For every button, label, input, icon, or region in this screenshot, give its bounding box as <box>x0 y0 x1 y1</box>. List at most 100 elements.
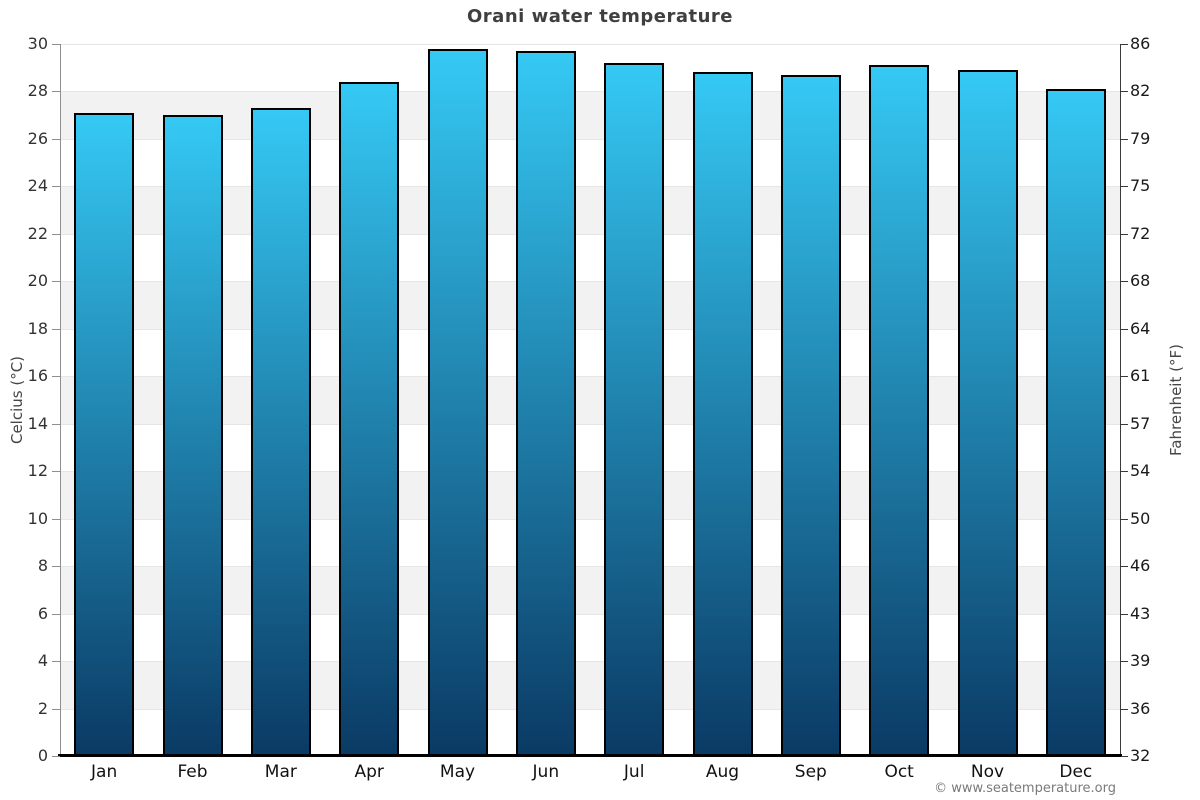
celsius-tick-label: 2 <box>37 698 48 718</box>
fahrenheit-tick-mark <box>1121 613 1128 615</box>
celsius-tick-label: 18 <box>27 318 48 338</box>
fahrenheit-tick-label: 79 <box>1130 128 1151 148</box>
celsius-tick-label: 12 <box>27 461 48 481</box>
month-label-apr: Apr <box>354 762 384 782</box>
celsius-axis-title: Celcius (°C) <box>8 355 26 445</box>
fahrenheit-tick-mark <box>1121 91 1128 93</box>
plot-band <box>60 566 1120 614</box>
fahrenheit-tick-mark <box>1121 661 1128 663</box>
celsius-tick-label: 8 <box>37 556 48 576</box>
celsius-tick-label: 4 <box>37 651 48 671</box>
bar-may <box>427 48 488 756</box>
gridline <box>60 376 1120 378</box>
month-label-dec: Dec <box>1059 762 1093 782</box>
plot-band <box>60 91 1120 139</box>
gridline <box>60 471 1120 473</box>
celsius-tick-mark <box>52 91 60 93</box>
gridline <box>60 613 1120 615</box>
celsius-tick-mark <box>52 138 60 140</box>
celsius-tick-mark <box>52 44 60 45</box>
celsius-tick-mark <box>52 423 60 425</box>
celsius-tick-mark <box>52 233 60 235</box>
bar-mar <box>250 108 311 756</box>
copyright-notice: © www.seatemperature.org <box>934 781 1116 796</box>
fahrenheit-tick-label: 36 <box>1130 698 1151 718</box>
plot-band <box>60 376 1120 424</box>
plot-band <box>60 471 1120 519</box>
celsius-tick-label: 0 <box>37 746 48 765</box>
fahrenheit-tick-mark <box>1121 708 1128 710</box>
plot-band <box>60 186 1120 234</box>
fahrenheit-tick-label: 75 <box>1130 176 1151 196</box>
gridline <box>60 44 1120 45</box>
fahrenheit-tick-label: 82 <box>1130 81 1151 101</box>
fahrenheit-tick-label: 50 <box>1130 508 1151 528</box>
fahrenheit-axis-line <box>1120 44 1121 756</box>
fahrenheit-tick-label: 86 <box>1130 34 1151 53</box>
plot-band <box>60 281 1120 329</box>
bar-nov <box>957 70 1018 756</box>
gridline <box>60 518 1120 520</box>
fahrenheit-tick-mark <box>1121 566 1128 568</box>
celsius-tick-label: 26 <box>27 128 48 148</box>
fahrenheit-tick-label: 46 <box>1130 556 1151 576</box>
bar-feb <box>162 115 223 756</box>
celsius-axis-line <box>60 44 61 756</box>
celsius-tick-label: 20 <box>27 271 48 291</box>
month-label-feb: Feb <box>177 762 208 782</box>
fahrenheit-tick-mark <box>1121 756 1128 757</box>
month-label-sep: Sep <box>794 762 827 782</box>
celsius-tick-label: 10 <box>27 508 48 528</box>
celsius-tick-label: 30 <box>27 34 48 53</box>
celsius-tick-mark <box>52 186 60 188</box>
plot-band <box>60 661 1120 709</box>
fahrenheit-tick-mark <box>1121 44 1128 45</box>
fahrenheit-tick-mark <box>1121 138 1128 140</box>
bar-dec <box>1045 89 1106 756</box>
fahrenheit-tick-mark <box>1121 518 1128 520</box>
month-label-jun: Jun <box>532 762 560 782</box>
gridline <box>60 186 1120 188</box>
celsius-tick-mark <box>52 661 60 663</box>
celsius-tick-mark <box>52 328 60 330</box>
fahrenheit-tick-mark <box>1121 186 1128 188</box>
fahrenheit-tick-label: 72 <box>1130 223 1151 243</box>
fahrenheit-tick-label: 32 <box>1130 746 1151 765</box>
fahrenheit-tick-label: 39 <box>1130 651 1151 671</box>
month-label-mar: Mar <box>264 762 297 782</box>
fahrenheit-tick-mark <box>1121 328 1128 330</box>
gridline <box>60 566 1120 568</box>
celsius-tick-mark <box>52 471 60 473</box>
celsius-tick-label: 16 <box>27 366 48 386</box>
fahrenheit-axis-title: Fahrenheit (°F) <box>1167 344 1185 456</box>
fahrenheit-tick-mark <box>1121 423 1128 425</box>
fahrenheit-tick-label: 43 <box>1130 603 1151 623</box>
month-label-may: May <box>439 762 476 782</box>
celsius-tick-mark <box>52 756 60 757</box>
celsius-tick-label: 22 <box>27 223 48 243</box>
bar-oct <box>869 65 930 756</box>
bar-jan <box>74 112 135 756</box>
chart-title: Orani water temperature <box>467 6 733 27</box>
fahrenheit-tick-mark <box>1121 376 1128 378</box>
celsius-tick-label: 28 <box>27 81 48 101</box>
bar-jun <box>515 51 576 756</box>
fahrenheit-tick-mark <box>1121 233 1128 235</box>
bar-sep <box>780 74 841 756</box>
month-label-jan: Jan <box>91 762 118 782</box>
fahrenheit-tick-label: 57 <box>1130 413 1151 433</box>
gridline <box>60 281 1120 283</box>
month-label-nov: Nov <box>970 762 1005 782</box>
fahrenheit-tick-label: 64 <box>1130 318 1151 338</box>
celsius-tick-mark <box>52 281 60 283</box>
celsius-tick-label: 24 <box>27 176 48 196</box>
gridline <box>60 233 1120 235</box>
fahrenheit-tick-mark <box>1121 471 1128 473</box>
fahrenheit-tick-label: 54 <box>1130 461 1151 481</box>
plot-area <box>60 44 1120 756</box>
celsius-tick-mark <box>52 613 60 615</box>
fahrenheit-tick-label: 68 <box>1130 271 1151 291</box>
gridline <box>60 708 1120 710</box>
fahrenheit-tick-label: 61 <box>1130 366 1151 386</box>
